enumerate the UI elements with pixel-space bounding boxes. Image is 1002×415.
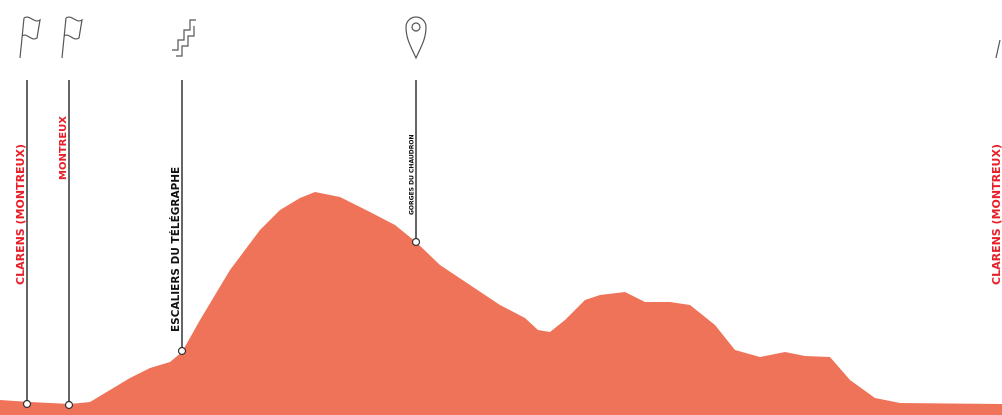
flag-icon — [61, 16, 83, 59]
waypoint-dot — [177, 346, 187, 356]
flag-icon — [19, 16, 41, 59]
waypoint-dot — [411, 237, 421, 247]
pin-icon — [405, 16, 427, 60]
waypoint-label: CLARENS (MONTREUX) — [990, 144, 1002, 285]
waypoint-dot — [22, 399, 32, 409]
flag-icon — [995, 39, 1001, 59]
elevation-profile — [0, 192, 1002, 415]
stairs-icon — [172, 19, 196, 57]
waypoint-dot — [64, 400, 74, 410]
waypoint-label: ESCALIERS DU TÉLÉGRAPHE — [169, 167, 182, 332]
waypoint-label: GORGES DU CHAUDRON — [409, 135, 416, 216]
pin-icon-dot — [411, 22, 421, 32]
waypoint-label: CLARENS (MONTREUX) — [14, 144, 27, 285]
waypoint-label: MONTREUX — [58, 116, 69, 180]
